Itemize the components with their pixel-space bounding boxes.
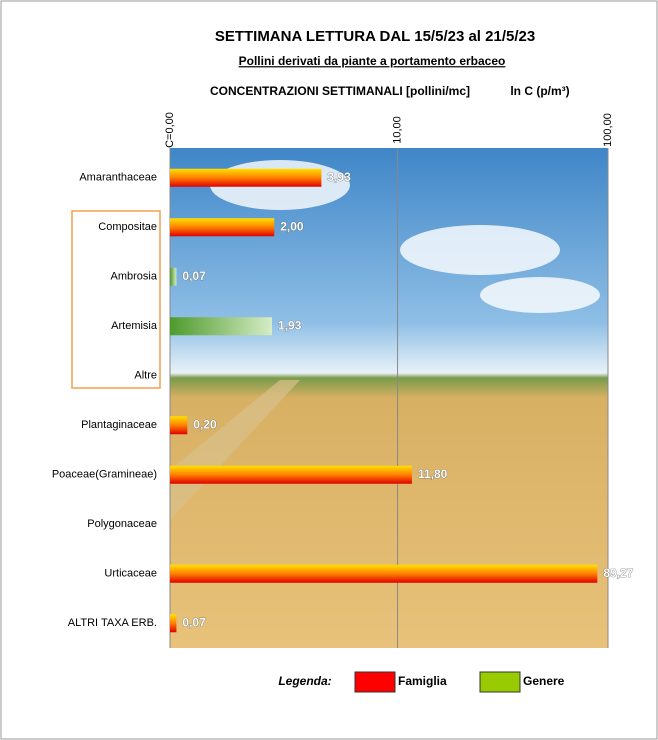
value-label: 1,93	[278, 318, 302, 332]
y-tick-label: Amaranthaceae	[79, 172, 157, 184]
y-tick-label: Altre	[134, 370, 157, 382]
value-label: 89,27	[603, 566, 633, 580]
bar	[170, 317, 273, 336]
value-label: 2,00	[280, 219, 304, 233]
y-tick-label: Urticaceae	[104, 568, 157, 580]
y-tick-label: Compositae	[98, 221, 157, 233]
plot: C=0,00 10,00 100,00 Amaranthaceae Compositae…	[52, 112, 634, 693]
y-tick-label: Plantaginaceae	[81, 419, 157, 431]
value-label: 0,07	[182, 615, 206, 629]
bar	[170, 564, 598, 583]
y-tick-label: ALTRI TAXA ERB.	[68, 617, 157, 629]
legend-swatch	[354, 671, 396, 693]
bar	[170, 267, 177, 286]
chart-title: SETTIMANA LETTURA DAL 15/5/23 al 21/5/23	[215, 28, 535, 45]
x-axis-unit: ln C (p/m³)	[510, 84, 569, 98]
y-tick-label: Polygonaceae	[87, 518, 157, 530]
value-label: 0,07	[182, 269, 206, 283]
value-label: 3,93	[327, 170, 351, 184]
value-label: 0,20	[193, 417, 217, 431]
y-tick-label: Ambrosia	[111, 271, 158, 283]
bar	[170, 614, 177, 633]
cloud	[400, 225, 560, 275]
y-tick-label: Poaceae(Gramineae)	[52, 469, 157, 481]
chart-subtitle: Pollini derivati da piante a portamento …	[239, 54, 506, 68]
y-tick-label: Artemisia	[111, 320, 158, 332]
bar	[170, 218, 275, 237]
bar	[170, 465, 412, 484]
path	[170, 380, 300, 520]
bar	[170, 168, 322, 187]
value-label: 11,80	[418, 467, 448, 481]
legend-title: Legenda:	[278, 674, 331, 688]
group-box	[71, 210, 161, 389]
legend-label: Famiglia	[398, 674, 447, 688]
legend-label: Genere	[523, 674, 565, 688]
legend-swatch	[479, 671, 521, 693]
x-tick-label: 100,00	[602, 113, 614, 147]
bar	[170, 416, 188, 435]
x-tick-label: 10,00	[391, 116, 403, 144]
x-axis-label: CONCENTRAZIONI SETTIMANALI [pollini/mc]	[210, 84, 470, 98]
cloud	[480, 277, 600, 313]
x-tick-label: C=0,00	[164, 112, 176, 148]
